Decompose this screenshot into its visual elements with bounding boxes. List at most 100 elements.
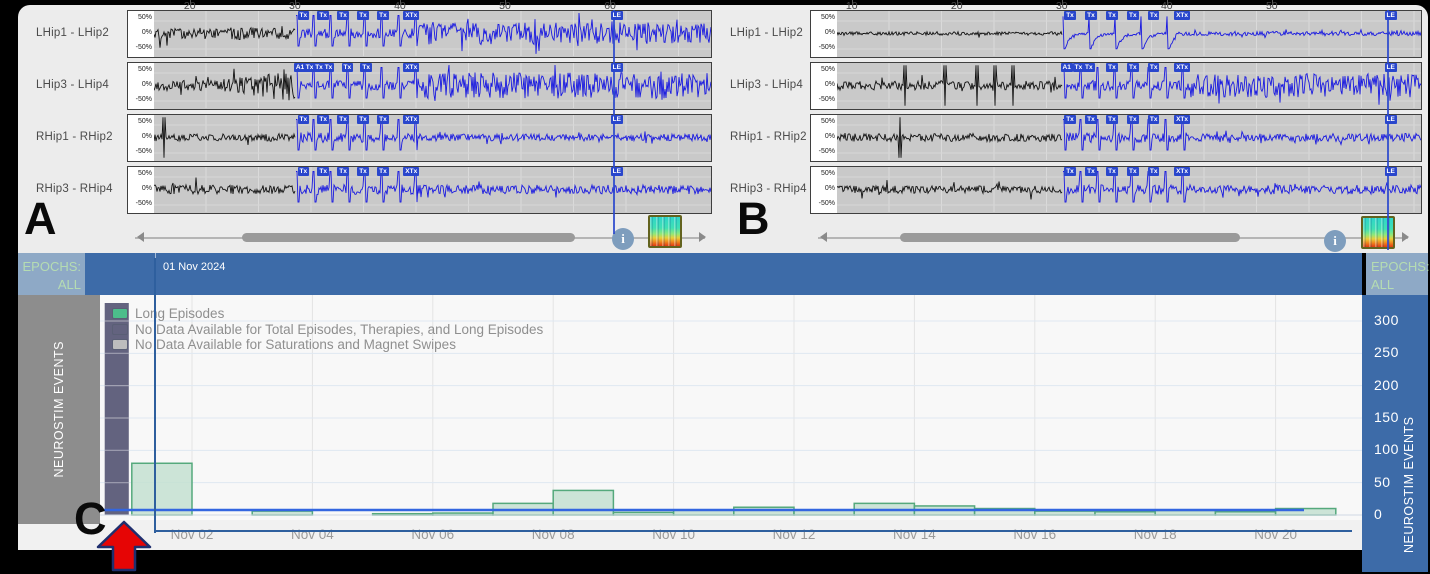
epochs-selector-right[interactable]: EPOCHS: ALL (1366, 253, 1430, 295)
scrollbar-thumb[interactable] (242, 233, 575, 242)
event-marker-tx: Tx (377, 167, 389, 176)
event-marker-xtx: XTx (1174, 11, 1191, 20)
epoch-selection-left-edge[interactable] (154, 258, 156, 533)
ecog-waveform (837, 63, 1421, 108)
event-marker-le: LE (1384, 63, 1397, 72)
epochs-label: EPOCHS: (22, 259, 81, 274)
ecog-waveform (837, 115, 1421, 160)
scrollbar-thumb[interactable] (900, 233, 1240, 242)
x-axis-tick-label: 20 (183, 0, 196, 12)
ecog-waveform (154, 115, 711, 160)
eeg-trace-row-1-1: 50% 0% -50% A1 Tx Tx Tx Tx Tx XTx LE (810, 62, 1422, 110)
x-axis-date-strip: Nov 02 Nov 04 Nov 06 Nov 08 Nov 10 Nov 12 Nov … (18, 520, 1362, 550)
eeg-trace-plot: A1 Tx Tx Tx Tx Tx XTx LE (154, 63, 711, 109)
x-axis-tick (1271, 0, 1273, 5)
eeg-trace-row-1-2: 50% 0% -50% Tx Tx Tx Tx Tx XTx LE (810, 114, 1422, 162)
event-marker-tx: Tx (297, 11, 310, 20)
eeg-trace-plot: Tx Tx Tx Tx Tx XTx LE (154, 11, 711, 57)
event-marker-tx: Tx (317, 115, 329, 124)
info-icon[interactable]: i (612, 228, 634, 250)
event-marker-tx: Tx (357, 11, 369, 20)
epochs-value: ALL (57, 276, 81, 292)
event-marker-tx: Tx (303, 63, 316, 72)
y-scale-label: -50% (135, 148, 152, 155)
chart-header-bar: 01 Nov 2024 (85, 253, 1362, 295)
ecog-waveform (154, 167, 711, 212)
y-scale-label: -50% (818, 148, 835, 155)
y-scale-label: 0% (824, 133, 835, 140)
event-marker-a1: A1 (1060, 63, 1073, 72)
event-marker-tx: Tx (1147, 63, 1160, 72)
y-scale-label: 0% (141, 29, 152, 36)
eeg-trace-plot: Tx Tx Tx Tx Tx XTx LE (837, 11, 1421, 57)
event-marker-tx: Tx (313, 63, 325, 72)
eeg-trace-plot: Tx Tx Tx Tx Tx XTx LE (837, 167, 1421, 213)
event-marker-le: LE (610, 11, 623, 20)
y-scale-label: -50% (818, 44, 835, 51)
epoch-selection-bottom-edge[interactable] (155, 530, 1352, 532)
x-axis-tick-label: 30 (289, 0, 301, 12)
x-axis-tick-label: 40 (394, 0, 406, 12)
event-marker-tx: Tx (377, 11, 389, 20)
event-marker-tx: Tx (297, 167, 310, 176)
y-scale-label: 50% (820, 118, 835, 125)
legend-swatch (112, 339, 128, 351)
epochs-value: ALL (1371, 276, 1395, 292)
event-marker-xtx: XTx (1174, 115, 1191, 124)
event-marker-tx: Tx (1106, 11, 1118, 20)
legend-label: No Data Available for Total Episodes, Th… (135, 321, 544, 337)
scroll-right-icon[interactable] (699, 232, 706, 242)
event-marker-tx: Tx (1072, 63, 1085, 72)
event-marker-tx: Tx (360, 63, 372, 72)
x-axis-tick (189, 0, 191, 5)
figure-label-a: A (24, 193, 57, 244)
y-scale-label: 50% (820, 14, 835, 21)
info-icon[interactable]: i (1324, 230, 1346, 252)
y-axis-tick-label: 0 (1374, 506, 1383, 522)
event-marker-le: LE (610, 63, 623, 72)
scroll-left-icon[interactable] (820, 232, 827, 242)
eeg-trace-plot: Tx Tx Tx Tx Tx XTx LE (154, 167, 711, 213)
y-scale-label: -50% (818, 96, 835, 103)
y-scale-gutter: 50% 0% -50% (128, 63, 154, 109)
eeg-trace-plot: Tx Tx Tx Tx Tx XTx LE (154, 115, 711, 161)
spectrogram-thumbnail-button[interactable] (1361, 216, 1395, 249)
event-marker-tx: Tx (1147, 11, 1160, 20)
event-marker-tx: Tx (1127, 63, 1139, 72)
event-marker-le: LE (1384, 167, 1397, 176)
right-y-axis-panel: NEUROSTIM EVENTS 0 50 100 150 200 250 300 (1362, 295, 1428, 572)
x-axis-tick-label: 40 (1160, 0, 1173, 12)
chart-legend: Long Episodes No Data Available for Total… (112, 306, 543, 353)
y-axis-tick-label: 200 (1374, 377, 1399, 393)
figure-label-c: C (74, 493, 107, 544)
x-axis-tick (399, 0, 401, 5)
y-scale-gutter: 50% 0% -50% (128, 167, 154, 213)
y-axis-tick-label: 300 (1374, 312, 1399, 328)
event-marker-tx: Tx (1147, 167, 1160, 176)
channel-label-0-3: RHip3 - RHip4 (36, 183, 113, 195)
y-axis-tick-label: 50 (1374, 474, 1391, 490)
y-scale-label: 50% (137, 170, 152, 177)
y-scale-gutter: 50% 0% -50% (811, 11, 837, 57)
scroll-left-icon[interactable] (137, 232, 144, 242)
x-axis-tick (505, 0, 506, 5)
event-marker-le: LE (610, 115, 623, 124)
y-scale-label: 50% (137, 14, 152, 21)
epochs-selector-left[interactable]: EPOCHS: ALL (18, 253, 85, 295)
spectrogram-thumbnail-button[interactable] (648, 215, 682, 248)
legend-label: No Data Available for Saturations and Ma… (135, 337, 456, 353)
legend-item: No Data Available for Saturations and Ma… (112, 337, 543, 353)
event-marker-tx: Tx (337, 167, 349, 176)
x-axis-tick-label: 60 (604, 0, 616, 12)
event-marker-tx: Tx (322, 63, 335, 72)
long-episodes-bar (552, 489, 615, 516)
scroll-right-icon[interactable] (1402, 232, 1409, 242)
x-axis-tick-label: 50 (1265, 0, 1278, 12)
event-marker-tx: Tx (317, 167, 329, 176)
y-scale-label: -50% (135, 200, 152, 207)
eeg-trace-row-1-3: 50% 0% -50% Tx Tx Tx Tx Tx XTx LE (810, 166, 1422, 214)
x-axis-tick-label: 50 (499, 0, 511, 12)
legend-swatch (112, 308, 128, 320)
channel-label-0-2: RHip1 - RHip2 (36, 131, 113, 143)
